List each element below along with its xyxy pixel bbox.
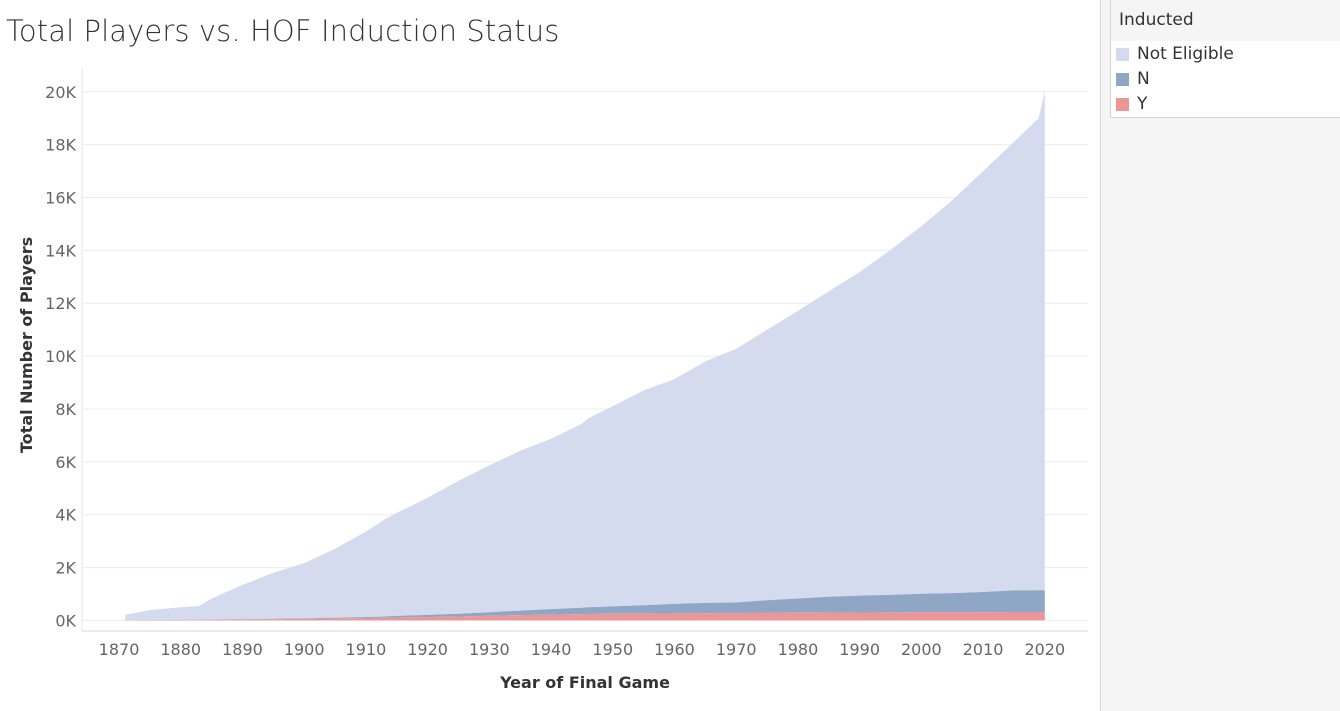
x-tick-label: 2010: [963, 640, 1004, 659]
legend: Inducted Not Eligible N Y: [1110, 0, 1340, 118]
legend-item-y[interactable]: Y: [1116, 93, 1147, 115]
x-tick-label: 1950: [592, 640, 633, 659]
y-tick-label: 18K: [45, 136, 76, 155]
chart-area: 1870 1880 1890 1900 1910 1920 1930 1940 1950 1960…: [17, 68, 1088, 692]
x-axis-label: Year of Final Game: [499, 673, 670, 692]
area-series-y[interactable]: [125, 612, 1045, 621]
chart-title: Total Players vs. HOF Induction Status: [6, 14, 560, 48]
y-tick-label: 2K: [55, 559, 76, 578]
x-tick-label: 1890: [222, 640, 263, 659]
y-axis-ticks: 0K 2K 4K 6K 8K 10K 12K 14K 16K 18K 20K: [45, 83, 76, 631]
y-tick-label: 16K: [45, 189, 76, 208]
side-panel: [1100, 0, 1340, 711]
legend-title: Inducted: [1119, 10, 1194, 30]
legend-item-n[interactable]: N: [1116, 68, 1150, 90]
y-tick-label: 8K: [55, 400, 76, 419]
x-tick-label: 1970: [716, 640, 757, 659]
x-tick-label: 1870: [99, 640, 140, 659]
legend-swatch-not-eligible: [1116, 47, 1129, 61]
x-tick-label: 1920: [407, 640, 448, 659]
legend-label-not-eligible: Not Eligible: [1137, 44, 1234, 64]
x-tick-label: 1900: [284, 640, 325, 659]
legend-item-not-eligible[interactable]: Not Eligible: [1116, 43, 1234, 65]
y-axis-label: Total Number of Players: [17, 237, 36, 453]
x-tick-label: 1880: [160, 640, 201, 659]
y-tick-label: 20K: [45, 83, 76, 102]
legend-swatch-n: [1116, 72, 1129, 86]
x-axis-ticks: 1870 1880 1890 1900 1910 1920 1930 1940 1950 1960…: [99, 640, 1065, 659]
x-tick-label: 1990: [839, 640, 880, 659]
x-tick-label: 1940: [531, 640, 572, 659]
y-tick-label: 14K: [45, 241, 76, 260]
x-tick-label: 1960: [654, 640, 695, 659]
legend-label-y: Y: [1137, 94, 1148, 114]
y-tick-label: 12K: [45, 294, 76, 313]
legend-label-n: N: [1137, 69, 1150, 89]
area-series-not-eligible[interactable]: [125, 91, 1045, 621]
stacked-areas: [125, 91, 1045, 621]
x-tick-label: 2020: [1024, 640, 1065, 659]
legend-title-band: [1111, 0, 1340, 41]
y-tick-label: 4K: [55, 506, 76, 525]
x-tick-label: 1910: [346, 640, 387, 659]
x-tick-label: 1930: [469, 640, 510, 659]
y-tick-label: 0K: [55, 611, 76, 630]
x-tick-label: 2000: [901, 640, 942, 659]
y-tick-label: 10K: [45, 347, 76, 366]
x-tick-label: 1980: [778, 640, 819, 659]
y-tick-label: 6K: [55, 453, 76, 472]
legend-swatch-y: [1116, 97, 1129, 111]
area-series-n[interactable]: [125, 590, 1045, 621]
